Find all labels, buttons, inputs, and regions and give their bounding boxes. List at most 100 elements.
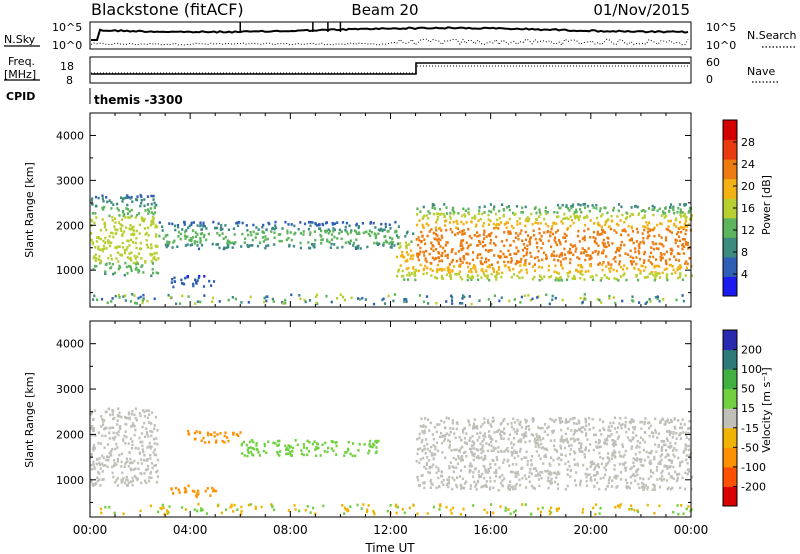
scatter-cell	[571, 203, 575, 207]
scatter-cell	[142, 450, 145, 454]
scatter-cell	[688, 257, 691, 260]
scatter-cell	[499, 433, 502, 436]
scatter-cell	[607, 478, 611, 481]
scatter-cell	[560, 220, 563, 223]
scatter-cell	[482, 221, 486, 225]
scatter-cell	[437, 469, 440, 473]
scatter-cell	[615, 269, 618, 273]
scatter-cell	[540, 446, 543, 450]
scatter-cell	[97, 431, 100, 434]
scatter-cell	[248, 440, 252, 444]
scatter-cell	[152, 437, 156, 441]
scatter-cell	[394, 505, 397, 508]
scatter-cell	[625, 430, 628, 434]
scatter-cell	[460, 469, 463, 472]
scatter-cell	[426, 442, 429, 446]
scatter-cell	[271, 227, 274, 231]
scatter-cell	[432, 212, 436, 216]
scatter-cell	[612, 452, 615, 456]
scatter-cell	[557, 278, 560, 282]
scatter-cell	[147, 464, 150, 468]
scatter-cell	[607, 481, 610, 484]
scatter-cell	[500, 240, 504, 243]
scatter-cell	[621, 445, 625, 449]
scatter-cell	[653, 278, 656, 282]
scatter-cell	[520, 269, 523, 272]
scatter-cell	[456, 222, 459, 226]
scatter-cell	[579, 263, 582, 267]
scatter-cell	[489, 241, 492, 245]
scatter-cell	[147, 435, 150, 438]
scatter-cell	[467, 265, 470, 269]
scatter-cell	[150, 211, 153, 214]
scatter-cell	[596, 481, 599, 485]
scatter-cell	[500, 434, 503, 438]
scatter-cell	[553, 270, 556, 273]
scatter-cell	[673, 255, 676, 258]
scatter-cell	[672, 449, 675, 452]
scatter-cell	[550, 511, 553, 514]
scatter-cell	[266, 237, 269, 241]
scatter-cell	[344, 225, 347, 229]
scatter-cell	[424, 425, 427, 429]
scatter-cell	[108, 214, 111, 218]
scatter-cell	[190, 221, 193, 225]
scatter-cell	[536, 241, 539, 245]
scatter-cell	[549, 473, 552, 476]
scatter-cell	[550, 227, 553, 231]
scatter-cell	[658, 207, 661, 211]
scatter-cell	[501, 484, 504, 488]
scatter-cell	[548, 509, 551, 513]
scatter-cell	[501, 271, 504, 275]
scatter-cell	[183, 490, 187, 494]
scatter-cell	[451, 487, 454, 491]
scatter-cell	[661, 475, 664, 478]
scatter-cell	[372, 442, 375, 446]
scatter-cell	[273, 236, 276, 240]
scatter-cell	[598, 262, 601, 265]
scatter-cell	[445, 241, 448, 244]
scatter-cell	[262, 240, 265, 243]
scatter-cell	[474, 467, 477, 470]
scatter-cell	[106, 301, 109, 305]
scatter-cell	[418, 432, 421, 436]
scatter-cell	[542, 446, 545, 449]
scatter-cell	[451, 465, 454, 468]
scatter-cell	[106, 465, 109, 469]
scatter-cell	[153, 453, 156, 457]
scatter-cell	[619, 265, 623, 269]
scatter-cell	[172, 492, 175, 495]
scatter-cell	[287, 448, 290, 451]
scatter-cell	[472, 447, 475, 450]
scatter-cell	[584, 270, 587, 273]
scatter-cell	[583, 293, 586, 296]
scatter-cell	[431, 256, 434, 260]
scatter-cell	[577, 218, 580, 221]
scatter-cell	[97, 196, 100, 200]
scatter-cell	[127, 412, 130, 416]
scatter-cell	[156, 271, 160, 275]
scatter-cell	[532, 434, 535, 437]
scatter-cell	[676, 210, 679, 214]
scatter-cell	[479, 242, 482, 245]
scatter-cell	[654, 275, 657, 278]
scatter-cell	[668, 263, 671, 267]
scatter-cell	[601, 228, 604, 232]
scatter-cell	[554, 471, 557, 475]
scatter-cell	[449, 228, 452, 231]
scatter-cell	[594, 503, 598, 506]
scatter-cell	[528, 475, 531, 479]
scatter-cell	[546, 211, 549, 214]
scatter-cell	[530, 255, 533, 258]
scatter-cell	[528, 439, 531, 443]
scatter-cell	[125, 457, 128, 460]
scatter-cell	[483, 237, 486, 240]
scatter-cell	[459, 242, 462, 246]
scatter-cell	[502, 419, 505, 423]
scatter-cell	[428, 212, 431, 215]
scatter-cell	[646, 236, 649, 240]
scatter-cell	[465, 455, 468, 458]
scatter-cell	[238, 221, 241, 224]
scatter-cell	[528, 237, 532, 240]
